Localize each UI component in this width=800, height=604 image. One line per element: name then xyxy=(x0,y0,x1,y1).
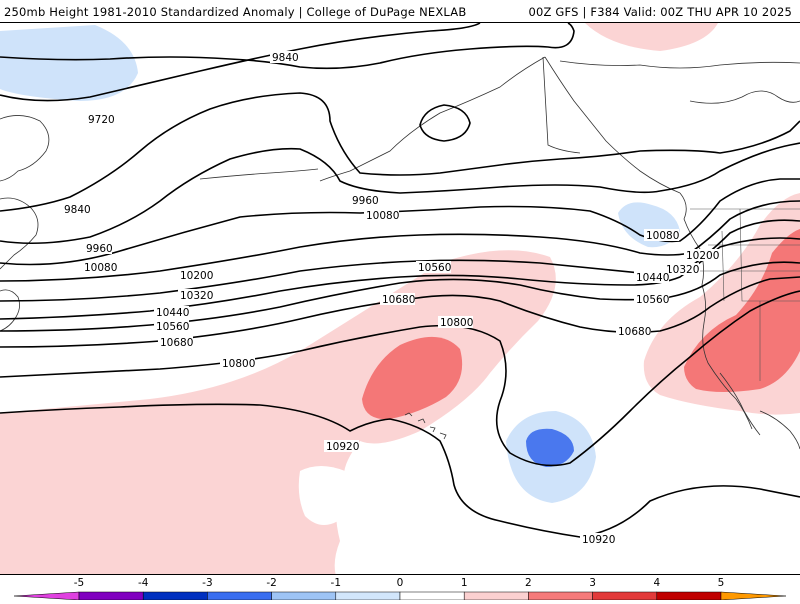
contour-label: 10560 xyxy=(156,321,189,333)
coastline-bc xyxy=(679,192,753,430)
coastline-alaska xyxy=(319,56,681,194)
colorbar-segment xyxy=(142,591,208,601)
contour-label: 10920 xyxy=(582,534,615,546)
colorbar-segment xyxy=(463,591,529,601)
coastline-kurils xyxy=(0,289,20,332)
colorbar-tick-label: -5 xyxy=(74,577,84,589)
map-header: 250mb Height 1981-2010 Standardized Anom… xyxy=(0,0,800,22)
colorbar-segment xyxy=(13,591,80,601)
contour-label: 9720 xyxy=(88,114,115,126)
contour-9960-loop xyxy=(419,104,471,142)
coastline-hudson xyxy=(689,90,800,104)
contour-10920 xyxy=(0,403,800,538)
contour-label: 10080 xyxy=(366,210,399,222)
colorbar-tick-label: 0 xyxy=(397,577,404,589)
strong-positive-anomaly-central xyxy=(362,336,463,420)
coastline-arctic xyxy=(559,60,800,69)
map-svg: 9840 9720 9840 9960 10080 10200 10320 10… xyxy=(0,23,800,574)
contour-9960 xyxy=(0,142,800,245)
height-contours xyxy=(0,23,800,538)
colorbar-segment xyxy=(592,591,658,601)
negative-anomaly-northwest xyxy=(0,25,138,101)
contour-label: 10320 xyxy=(666,264,699,276)
colorbar-tick-label: 2 xyxy=(525,577,532,589)
colorbar-ticks: -5 -4 -3 -2 -1 0 1 2 3 4 5 xyxy=(74,577,725,589)
colorbar-segment xyxy=(656,591,722,601)
alaska-border xyxy=(542,56,581,154)
colorbar-segment xyxy=(399,591,465,601)
colorbar-tick-label: 1 xyxy=(461,577,468,589)
colorbar-tick-label: -2 xyxy=(266,577,276,589)
contour-label: 10800 xyxy=(440,317,473,329)
contour-label: 10080 xyxy=(646,230,679,242)
colorbar-tick-label: 5 xyxy=(718,577,725,589)
header-title: 250mb Height 1981-2010 Standardized Anom… xyxy=(4,5,467,19)
colorbar-segment xyxy=(207,591,272,601)
strong-positive-anomaly-west-coast xyxy=(684,229,800,392)
anomaly-map: 9840 9720 9840 9960 10080 10200 10320 10… xyxy=(0,22,800,575)
contour-label: 10800 xyxy=(222,358,255,370)
contour-label: 10440 xyxy=(636,272,669,284)
coastline-baja xyxy=(719,372,761,436)
coastline-siberia xyxy=(0,115,50,182)
contour-label: 9960 xyxy=(352,195,379,207)
white-gap xyxy=(298,466,349,525)
contour-label: 9960 xyxy=(86,243,113,255)
colorbar-tick-label: -1 xyxy=(331,577,341,589)
contour-10080 xyxy=(0,178,800,266)
colorbar-tick-label: 3 xyxy=(589,577,596,589)
colorbar-tick-label: 4 xyxy=(653,577,660,589)
colorbar: -5 -4 -3 -2 -1 0 1 2 3 4 5 xyxy=(0,575,800,601)
header-valid-time: 00Z GFS | F384 Valid: 00Z THU APR 10 202… xyxy=(528,5,792,19)
contour-9720 xyxy=(0,23,481,102)
positive-anomaly-central-pacific xyxy=(0,250,556,574)
colorbar-segment xyxy=(528,591,593,601)
colorbar-tick-label: -3 xyxy=(202,577,212,589)
contour-label: 10320 xyxy=(180,290,213,302)
colorbar-segment xyxy=(78,591,144,601)
colorbar-svg: -5 -4 -3 -2 -1 0 1 2 3 4 5 xyxy=(13,577,787,601)
contour-label: 10680 xyxy=(160,337,193,349)
hawaii-islands xyxy=(404,412,447,440)
anomaly-shading xyxy=(0,23,800,574)
contour-10200 xyxy=(0,200,800,282)
contour-label: 10920 xyxy=(326,441,359,453)
state-boundaries xyxy=(690,208,800,381)
coastline-kamchatka xyxy=(0,197,39,270)
contour-labels: 9840 9720 9840 9960 10080 10200 10320 10… xyxy=(62,51,719,546)
contour-label: 9840 xyxy=(272,52,299,64)
contour-label: 10200 xyxy=(686,250,719,262)
positive-anomaly-north xyxy=(585,23,718,51)
strong-negative-anomaly-southeast-pacific xyxy=(526,428,574,467)
coastlines xyxy=(0,56,800,450)
colorbar-segment xyxy=(271,591,337,601)
contour-label: 10560 xyxy=(636,294,669,306)
colorbar-tick-label: -4 xyxy=(138,577,149,589)
contour-label: 10080 xyxy=(84,262,117,274)
colorbar-segment xyxy=(335,591,401,601)
colorbar-segments xyxy=(13,591,787,601)
contour-label: 10680 xyxy=(382,294,415,306)
contour-label: 9840 xyxy=(64,204,91,216)
colorbar-segment xyxy=(720,591,787,601)
contour-9840 xyxy=(0,23,575,70)
contour-label: 10560 xyxy=(418,262,451,274)
contour-label: 10200 xyxy=(180,270,213,282)
contour-label: 10440 xyxy=(156,307,189,319)
contour-9840-b xyxy=(0,92,800,212)
coastline-aleutians xyxy=(199,168,319,180)
contour-label: 10680 xyxy=(618,326,651,338)
coastline-mexico xyxy=(759,410,800,450)
